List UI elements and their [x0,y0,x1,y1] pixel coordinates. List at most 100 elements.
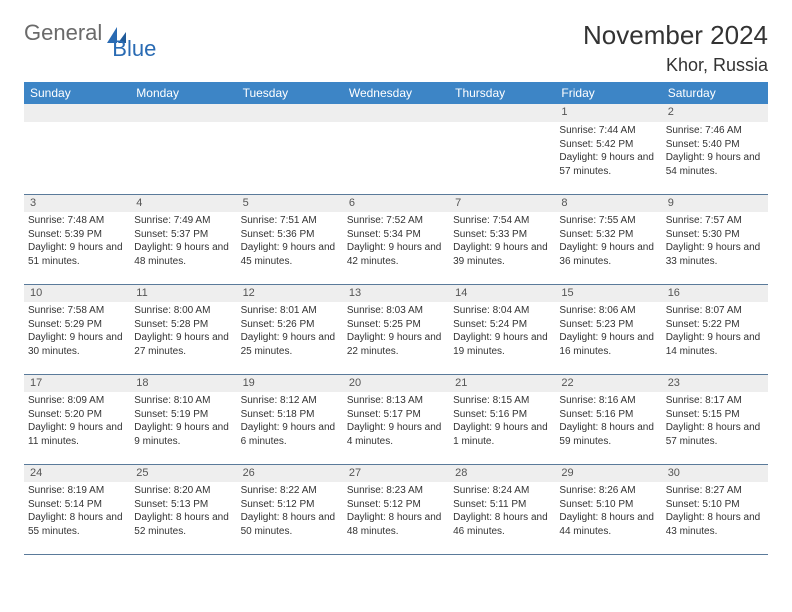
day-cell: Sunrise: 8:24 AMSunset: 5:11 PMDaylight:… [449,482,555,554]
content-row: Sunrise: 8:09 AMSunset: 5:20 PMDaylight:… [24,392,768,464]
day-number: 29 [555,464,661,482]
day-detail [343,122,449,128]
day-number [130,104,236,122]
day-cell [343,122,449,194]
day-detail: Sunrise: 7:57 AMSunset: 5:30 PMDaylight:… [662,212,768,272]
day-detail: Sunrise: 7:46 AMSunset: 5:40 PMDaylight:… [662,122,768,182]
day-detail: Sunrise: 7:54 AMSunset: 5:33 PMDaylight:… [449,212,555,272]
day-detail: Sunrise: 8:19 AMSunset: 5:14 PMDaylight:… [24,482,130,542]
day-detail: Sunrise: 8:16 AMSunset: 5:16 PMDaylight:… [555,392,661,452]
day-detail: Sunrise: 7:55 AMSunset: 5:32 PMDaylight:… [555,212,661,272]
day-header: Wednesday [343,82,449,104]
day-cell: Sunrise: 7:51 AMSunset: 5:36 PMDaylight:… [237,212,343,284]
day-detail: Sunrise: 8:06 AMSunset: 5:23 PMDaylight:… [555,302,661,362]
day-cell: Sunrise: 8:20 AMSunset: 5:13 PMDaylight:… [130,482,236,554]
day-detail: Sunrise: 8:01 AMSunset: 5:26 PMDaylight:… [237,302,343,362]
day-number: 25 [130,464,236,482]
day-cell: Sunrise: 8:06 AMSunset: 5:23 PMDaylight:… [555,302,661,374]
day-cell: Sunrise: 8:13 AMSunset: 5:17 PMDaylight:… [343,392,449,464]
content-row: Sunrise: 7:58 AMSunset: 5:29 PMDaylight:… [24,302,768,374]
day-header-row: SundayMondayTuesdayWednesdayThursdayFrid… [24,82,768,104]
day-number: 14 [449,284,555,302]
day-number [237,104,343,122]
day-cell: Sunrise: 8:22 AMSunset: 5:12 PMDaylight:… [237,482,343,554]
day-detail: Sunrise: 8:12 AMSunset: 5:18 PMDaylight:… [237,392,343,452]
day-number [343,104,449,122]
day-detail [237,122,343,128]
day-number: 3 [24,194,130,212]
day-detail: Sunrise: 7:44 AMSunset: 5:42 PMDaylight:… [555,122,661,182]
day-cell: Sunrise: 7:48 AMSunset: 5:39 PMDaylight:… [24,212,130,284]
title-block: November 2024 Khor, Russia [583,20,768,76]
daynum-row: 3456789 [24,194,768,212]
day-number: 27 [343,464,449,482]
day-number: 30 [662,464,768,482]
day-cell: Sunrise: 8:09 AMSunset: 5:20 PMDaylight:… [24,392,130,464]
day-number: 16 [662,284,768,302]
day-number: 22 [555,374,661,392]
day-detail: Sunrise: 7:51 AMSunset: 5:36 PMDaylight:… [237,212,343,272]
day-number: 19 [237,374,343,392]
day-detail: Sunrise: 8:24 AMSunset: 5:11 PMDaylight:… [449,482,555,542]
day-detail: Sunrise: 8:03 AMSunset: 5:25 PMDaylight:… [343,302,449,362]
day-cell: Sunrise: 8:15 AMSunset: 5:16 PMDaylight:… [449,392,555,464]
day-number: 15 [555,284,661,302]
day-cell: Sunrise: 8:26 AMSunset: 5:10 PMDaylight:… [555,482,661,554]
month-title: November 2024 [583,20,768,51]
brand-part1: General [24,20,102,46]
day-number: 20 [343,374,449,392]
day-number: 26 [237,464,343,482]
day-detail: Sunrise: 7:49 AMSunset: 5:37 PMDaylight:… [130,212,236,272]
day-detail: Sunrise: 8:26 AMSunset: 5:10 PMDaylight:… [555,482,661,542]
content-row: Sunrise: 7:44 AMSunset: 5:42 PMDaylight:… [24,122,768,194]
day-number: 21 [449,374,555,392]
day-header: Tuesday [237,82,343,104]
day-cell: Sunrise: 7:44 AMSunset: 5:42 PMDaylight:… [555,122,661,194]
day-detail: Sunrise: 8:09 AMSunset: 5:20 PMDaylight:… [24,392,130,452]
day-number: 2 [662,104,768,122]
day-number: 10 [24,284,130,302]
day-number: 4 [130,194,236,212]
day-number [24,104,130,122]
day-number: 17 [24,374,130,392]
day-cell [130,122,236,194]
day-detail: Sunrise: 7:48 AMSunset: 5:39 PMDaylight:… [24,212,130,272]
day-cell: Sunrise: 7:49 AMSunset: 5:37 PMDaylight:… [130,212,236,284]
day-header: Thursday [449,82,555,104]
header: General Blue November 2024 Khor, Russia [24,20,768,76]
day-detail [449,122,555,128]
location-label: Khor, Russia [583,55,768,76]
day-cell: Sunrise: 8:01 AMSunset: 5:26 PMDaylight:… [237,302,343,374]
daynum-row: 10111213141516 [24,284,768,302]
day-number: 18 [130,374,236,392]
day-cell: Sunrise: 8:12 AMSunset: 5:18 PMDaylight:… [237,392,343,464]
day-cell [449,122,555,194]
day-detail: Sunrise: 8:20 AMSunset: 5:13 PMDaylight:… [130,482,236,542]
day-cell: Sunrise: 8:00 AMSunset: 5:28 PMDaylight:… [130,302,236,374]
day-cell: Sunrise: 7:57 AMSunset: 5:30 PMDaylight:… [662,212,768,284]
day-number: 9 [662,194,768,212]
day-number: 23 [662,374,768,392]
content-row: Sunrise: 7:48 AMSunset: 5:39 PMDaylight:… [24,212,768,284]
day-number: 12 [237,284,343,302]
day-cell: Sunrise: 7:54 AMSunset: 5:33 PMDaylight:… [449,212,555,284]
day-detail: Sunrise: 8:22 AMSunset: 5:12 PMDaylight:… [237,482,343,542]
day-cell: Sunrise: 8:10 AMSunset: 5:19 PMDaylight:… [130,392,236,464]
day-cell: Sunrise: 7:58 AMSunset: 5:29 PMDaylight:… [24,302,130,374]
day-detail: Sunrise: 8:23 AMSunset: 5:12 PMDaylight:… [343,482,449,542]
day-cell: Sunrise: 8:19 AMSunset: 5:14 PMDaylight:… [24,482,130,554]
day-detail: Sunrise: 8:07 AMSunset: 5:22 PMDaylight:… [662,302,768,362]
day-cell [24,122,130,194]
day-number: 8 [555,194,661,212]
day-cell: Sunrise: 8:04 AMSunset: 5:24 PMDaylight:… [449,302,555,374]
day-detail: Sunrise: 8:00 AMSunset: 5:28 PMDaylight:… [130,302,236,362]
brand-part2: Blue [112,36,156,62]
day-number: 5 [237,194,343,212]
day-number: 7 [449,194,555,212]
day-detail: Sunrise: 8:27 AMSunset: 5:10 PMDaylight:… [662,482,768,542]
day-detail: Sunrise: 8:10 AMSunset: 5:19 PMDaylight:… [130,392,236,452]
day-number: 24 [24,464,130,482]
day-detail: Sunrise: 8:13 AMSunset: 5:17 PMDaylight:… [343,392,449,452]
day-number: 11 [130,284,236,302]
day-detail: Sunrise: 7:52 AMSunset: 5:34 PMDaylight:… [343,212,449,272]
